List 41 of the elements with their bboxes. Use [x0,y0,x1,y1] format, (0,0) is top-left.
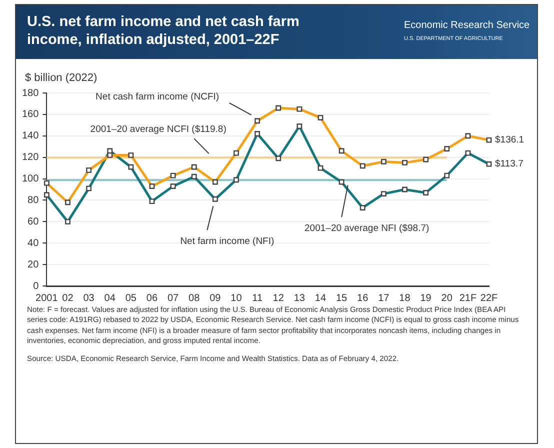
text: Economic Research Service [404,20,530,31]
y-axis-title: $ billion (2022) [25,72,98,84]
y-tick-label: 80 [28,194,40,206]
chart-title: U.S. net farm income and net cash farm income, inflation adjusted, 2001–22F [27,13,300,49]
y-tick-label: 160 [22,109,40,120]
data-label: $136.1 [495,134,524,146]
y-tick-label: 100 [22,174,40,185]
x-tick-label: 06 [146,292,158,304]
text: Net cash farm income (NCFI) [96,92,220,103]
x-tick-label: 17 [378,292,390,304]
x-tick-label: 07 [168,292,180,304]
x-tick-label: 18 [399,292,411,304]
x-tick-label: 19 [420,292,432,304]
x-tick-label: 11 [252,292,263,304]
x-tick-label: 10 [230,292,242,304]
x-tick-label: 09 [210,292,222,304]
y-tick-label: 40 [28,238,40,249]
y-tick-label: 20 [28,259,40,270]
x-tick-label: 14 [314,292,326,304]
x-tick-label: 16 [357,292,369,304]
x-tick-label: 21F [459,292,477,304]
ref-line-label: 2001–20 average NFI ($98.7) [304,222,430,234]
x-tick-label: 15 [336,292,348,304]
x-tick-label: 12 [272,292,284,304]
ref-line-label: 2001–20 average NCFI ($119.8) [90,124,226,136]
y-tick-label: 60 [28,216,40,228]
y-tick-label: 180 [22,88,40,99]
data-label: $113.7 [495,158,524,170]
x-tick-label: 02 [62,292,74,304]
x-tick-label: 04 [104,292,116,304]
y-tick-label: 0 [33,280,40,292]
x-tick-label: 03 [83,292,95,304]
x-tick-label: 2001 [36,292,58,304]
x-tick-label: 05 [125,292,137,304]
x-tick-label: 22F [480,292,498,304]
x-tick-label: 13 [294,292,306,304]
x-tick-label: 08 [188,292,200,304]
y-tick-label: 140 [22,130,40,142]
x-tick-label: 20 [441,292,453,304]
y-tick-label: 120 [22,152,40,164]
text: Net farm income (NFI) [180,236,274,247]
